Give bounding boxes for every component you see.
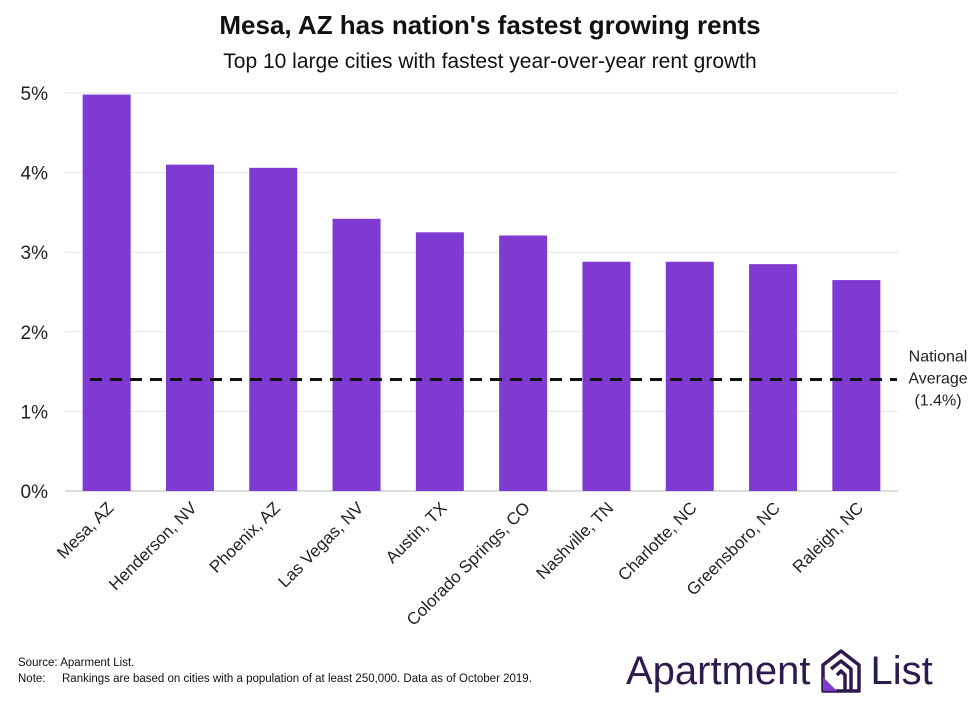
bar: [499, 235, 548, 491]
y-tick-label: 5%: [21, 84, 49, 105]
x-tick-label: Nashville, TN: [533, 498, 618, 583]
y-axis-ticks: 0% 1% 2% 3% 4% 5%: [21, 84, 49, 503]
footnote: Note: Rankings are based on cities with …: [18, 673, 532, 685]
bar: [582, 261, 631, 491]
x-tick-label: Henderson, NV: [105, 498, 201, 594]
national-average-label: (1.4%): [914, 393, 961, 410]
y-tick-label: 2%: [21, 323, 49, 344]
x-tick-label: Austin, TX: [382, 498, 451, 567]
bar: [749, 264, 798, 491]
national-average-reference: National Average (1.4%): [90, 349, 968, 410]
x-tick-label: Mesa, AZ: [53, 498, 117, 562]
apartment-list-logo: Apartment List: [626, 646, 933, 696]
brand-name-left: Apartment: [626, 648, 811, 693]
footnote-key: Note:: [18, 673, 46, 685]
chart-subtitle: Top 10 large cities with fastest year-ov…: [223, 50, 757, 73]
bar: [332, 218, 381, 491]
national-average-label: Average: [908, 371, 967, 388]
y-tick-label: 1%: [21, 402, 49, 423]
brand-name-right: List: [870, 648, 933, 693]
y-tick-label: 3%: [21, 243, 49, 264]
bars: [82, 94, 881, 492]
source-note: Source: Aparment List.: [18, 657, 135, 669]
bar: [415, 232, 464, 492]
x-tick-label: Las Vegas, NV: [274, 498, 367, 591]
y-tick-label: 4%: [21, 164, 49, 185]
national-average-label: National: [909, 349, 968, 366]
footnote-text: Rankings are based on cities with a popu…: [62, 673, 532, 685]
x-tick-label: Phoenix, AZ: [206, 498, 284, 576]
bar: [249, 167, 298, 491]
y-tick-label: 0%: [21, 482, 49, 503]
bar: [165, 164, 214, 491]
bar: [82, 94, 131, 491]
bar: [832, 280, 881, 491]
x-tick-label: Charlotte, NC: [614, 498, 700, 584]
x-tick-label: Raleigh, NC: [789, 498, 867, 576]
building-logo-icon: [819, 647, 863, 695]
chart-title: Mesa, AZ has nation's fastest growing re…: [219, 10, 761, 40]
bar: [665, 261, 714, 491]
